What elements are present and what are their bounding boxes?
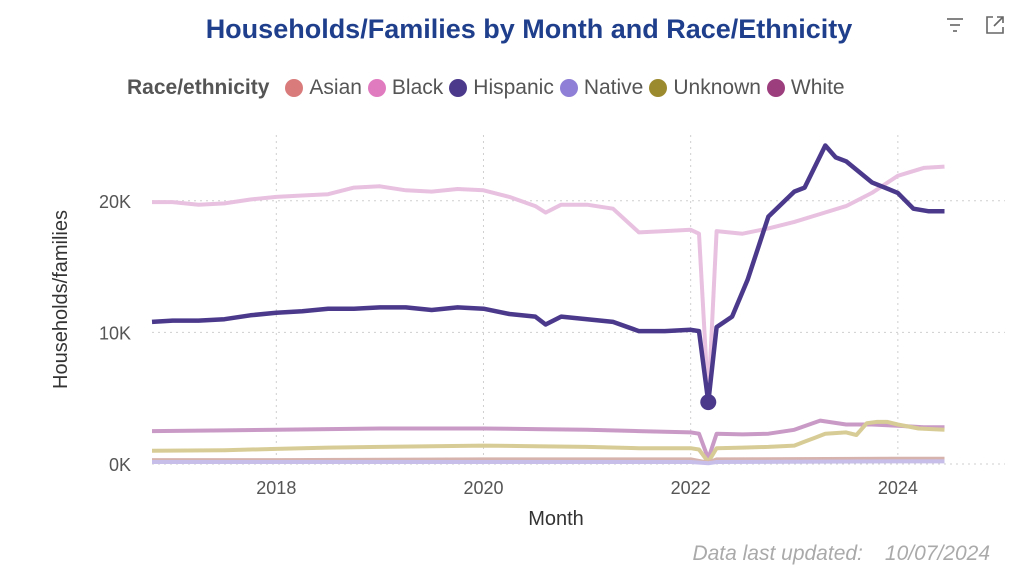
x-axis-ticks: 2018 2020 2022 2024 (256, 478, 918, 498)
chart-legend: Race/ethnicity Asian Black Hispanic Nati… (127, 76, 851, 100)
x-tick-label: 2022 (671, 478, 711, 498)
focus-mode-icon[interactable] (984, 14, 1006, 36)
y-axis-ticks: 0K 10K 20K (99, 192, 131, 475)
series-line-white (151, 418, 945, 461)
x-tick-label: 2024 (878, 478, 918, 498)
legend-marker (449, 79, 468, 97)
legend-marker (367, 79, 386, 97)
legend-item-asian[interactable]: Asian (285, 76, 362, 100)
legend-label: Unknown (673, 76, 761, 99)
series-line-black (152, 164, 945, 403)
legend-marker (285, 79, 304, 97)
legend-item-black[interactable]: Black (367, 76, 444, 100)
footer: Data last updated: 10/07/2024 (692, 542, 990, 566)
y-tick-label: 0K (109, 455, 131, 475)
y-tick-label: 20K (99, 192, 131, 212)
legend-label: White (790, 76, 845, 99)
series-line-native (152, 459, 945, 466)
legend-label: Native (583, 76, 644, 99)
legend-item-native[interactable]: Native (559, 76, 644, 100)
series-lines (151, 143, 945, 466)
x-axis-label: Month (528, 508, 584, 530)
legend-marker (766, 79, 785, 97)
legend-marker (649, 79, 668, 97)
last-updated-label: Data last updated: (692, 542, 863, 565)
x-tick-label: 2020 (463, 478, 503, 498)
legend-label: Hispanic (473, 76, 554, 99)
y-axis-label: Households/families (50, 210, 72, 389)
legend-item-unknown[interactable]: Unknown (649, 76, 761, 100)
legend-marker (559, 79, 578, 97)
chart-title: Households/Families by Month and Race/Et… (205, 14, 853, 44)
filter-icon[interactable] (944, 14, 966, 36)
legend-label: Black (391, 76, 444, 99)
legend-title: Race/ethnicity (127, 76, 270, 99)
legend-item-hispanic[interactable]: Hispanic (449, 76, 554, 100)
y-tick-label: 10K (99, 323, 131, 343)
legend-item-white[interactable]: White (766, 76, 845, 100)
series-line-unknown (151, 419, 945, 464)
visual-toolbar (944, 14, 1006, 36)
legend-label: Asian (309, 76, 362, 99)
x-tick-label: 2018 (256, 478, 296, 498)
last-updated-date: 10/07/2024 (884, 542, 990, 565)
highlight-point (700, 394, 717, 411)
series-line-hispanic (151, 143, 945, 405)
